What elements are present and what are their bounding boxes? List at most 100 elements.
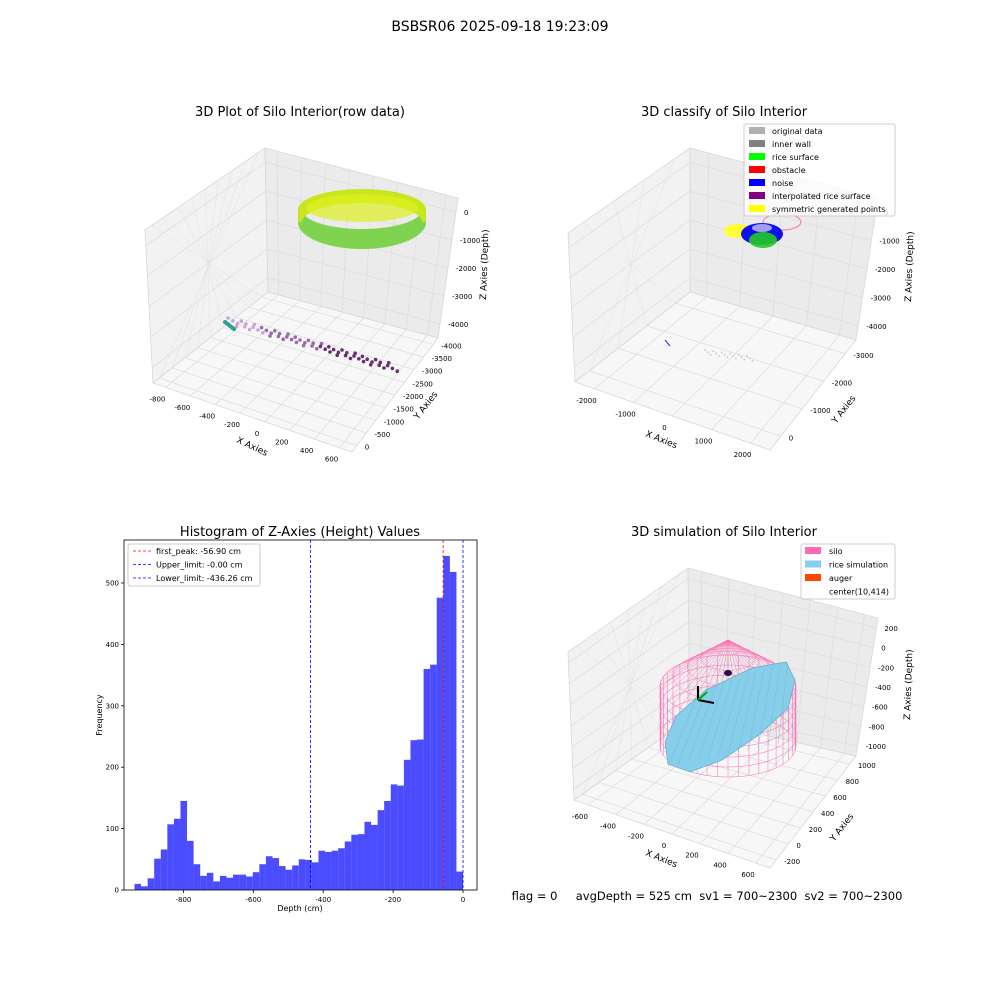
histogram-bar — [417, 739, 424, 890]
scatter-point — [325, 225, 330, 245]
histogram-bar — [430, 664, 437, 890]
histogram-title: Histogram of Z-Axies (Height) Values — [180, 525, 420, 540]
figure-suptitle: BSBSR06 2025-09-18 19:23:09 — [391, 19, 608, 35]
histogram-bar — [272, 858, 280, 890]
histogram-x-axis-label: Depth (cm) — [277, 904, 322, 913]
grid-line-y — [184, 357, 376, 421]
scatter-point — [706, 351, 709, 354]
y-tick-label: -200 — [784, 858, 800, 866]
rice-surface — [664, 661, 796, 773]
histogram-bar — [265, 856, 273, 890]
grid-line-y — [598, 782, 789, 845]
scatter-point — [405, 222, 410, 241]
x-tick-label: -600 — [174, 404, 190, 412]
rice-mesh — [757, 667, 773, 749]
legend-swatch — [749, 205, 765, 212]
silo-roof-wire — [727, 639, 750, 657]
x-tick-label: 0 — [461, 896, 465, 904]
histogram-bar — [403, 759, 411, 890]
y-tick-label: -1000 — [810, 407, 830, 415]
z-tick-label: -4000 — [866, 323, 886, 331]
legend-swatch — [749, 166, 765, 173]
legend-label: inner wall — [772, 140, 811, 149]
histogram-bar — [298, 859, 306, 890]
histogram-bar — [397, 785, 404, 890]
simulation-3d-panel: 3D simulation of Silo Interior -600 -400 -… — [567, 525, 915, 879]
y-tick-label: -1000 — [384, 418, 404, 426]
rice-mesh — [707, 679, 733, 759]
histogram-bar — [200, 875, 207, 890]
scatter-point — [372, 228, 377, 249]
rice-simulation-surface — [664, 661, 796, 773]
grid-line-z-wall — [147, 190, 267, 277]
raw-x-axis-label: X Axies — [235, 436, 270, 459]
scatter-point — [319, 224, 324, 243]
grid-line-z-wall — [150, 248, 268, 338]
histogram-bar — [325, 851, 332, 890]
noise-fleck — [664, 339, 671, 347]
y-tick-label: 200 — [106, 764, 119, 772]
scatter-point — [239, 319, 243, 324]
x-tick-label: 2000 — [734, 451, 752, 459]
silo-roof-wire — [659, 639, 729, 687]
scatter-point — [268, 334, 272, 338]
rice-mesh — [747, 669, 765, 751]
rice-surface-points — [749, 232, 777, 248]
rice-mesh — [767, 664, 781, 747]
scatter-point — [301, 343, 306, 348]
grid-line-z — [689, 248, 863, 298]
grid-line-z — [265, 162, 457, 213]
rice-mesh — [737, 672, 757, 753]
x-tick-label: 0 — [255, 430, 259, 438]
scatter-point — [337, 227, 342, 248]
grid-line-y — [210, 337, 396, 396]
silo-roof-wire — [672, 639, 729, 705]
scatter-point — [331, 347, 336, 352]
scatter-point — [235, 321, 240, 326]
grid-line-x — [594, 296, 707, 390]
legend-swatch — [805, 574, 821, 581]
grid-line-z-wall — [568, 578, 689, 663]
status-line: flag = 0 avgDepth = 525 cm sv1 = 700~230… — [512, 889, 903, 903]
histogram-legend: first_peak: -56.90 cm Upper_limit: -0.00 … — [127, 543, 261, 587]
scatter-point — [273, 329, 277, 333]
legend-swatch — [749, 192, 765, 199]
scatter-point — [232, 327, 236, 331]
grid-line-z-wall — [569, 621, 689, 706]
scatter-point — [312, 221, 317, 240]
histogram-bar — [154, 858, 161, 890]
scatter-point — [323, 347, 328, 352]
z-tick-label: -1000 — [866, 743, 886, 751]
x-tick-label: -200 — [385, 896, 401, 904]
legend-label: auger — [829, 574, 853, 583]
x-tick-label: -400 — [600, 823, 616, 831]
histogram-bar — [160, 849, 168, 890]
scatter-point — [353, 351, 358, 356]
raw-z-axis-label: Z Axies (Depth) — [479, 229, 491, 300]
x-tick-label: 600 — [325, 456, 338, 464]
y-tick-label: -2000 — [832, 379, 852, 387]
grid-line-x — [711, 325, 807, 430]
scatter-point — [343, 353, 348, 358]
x-tick-label: -600 — [572, 813, 588, 821]
z-tick-label: -2000 — [456, 265, 476, 273]
scatter-point — [298, 338, 302, 342]
scatter-point — [403, 223, 408, 242]
scatter-point — [286, 332, 290, 336]
scatter-point — [385, 363, 390, 368]
scatter-point — [327, 226, 332, 246]
scatter-point — [378, 360, 383, 365]
scatter-point — [715, 352, 718, 355]
x-tick-label: -200 — [224, 421, 240, 429]
x-tick-label: -400 — [199, 413, 215, 421]
y-tick-label: 0 — [115, 887, 119, 895]
scatter-point — [251, 325, 255, 330]
scatter-point — [303, 341, 307, 345]
scatter-point — [261, 331, 265, 335]
scatter-point — [264, 328, 269, 333]
z-tick-label: 200 — [884, 625, 897, 633]
simulation-legend: silo rice simulation auger center(10,414) — [800, 543, 896, 600]
histogram-bar — [219, 875, 227, 890]
scatter-point — [231, 319, 235, 323]
scatter-point — [352, 354, 356, 358]
